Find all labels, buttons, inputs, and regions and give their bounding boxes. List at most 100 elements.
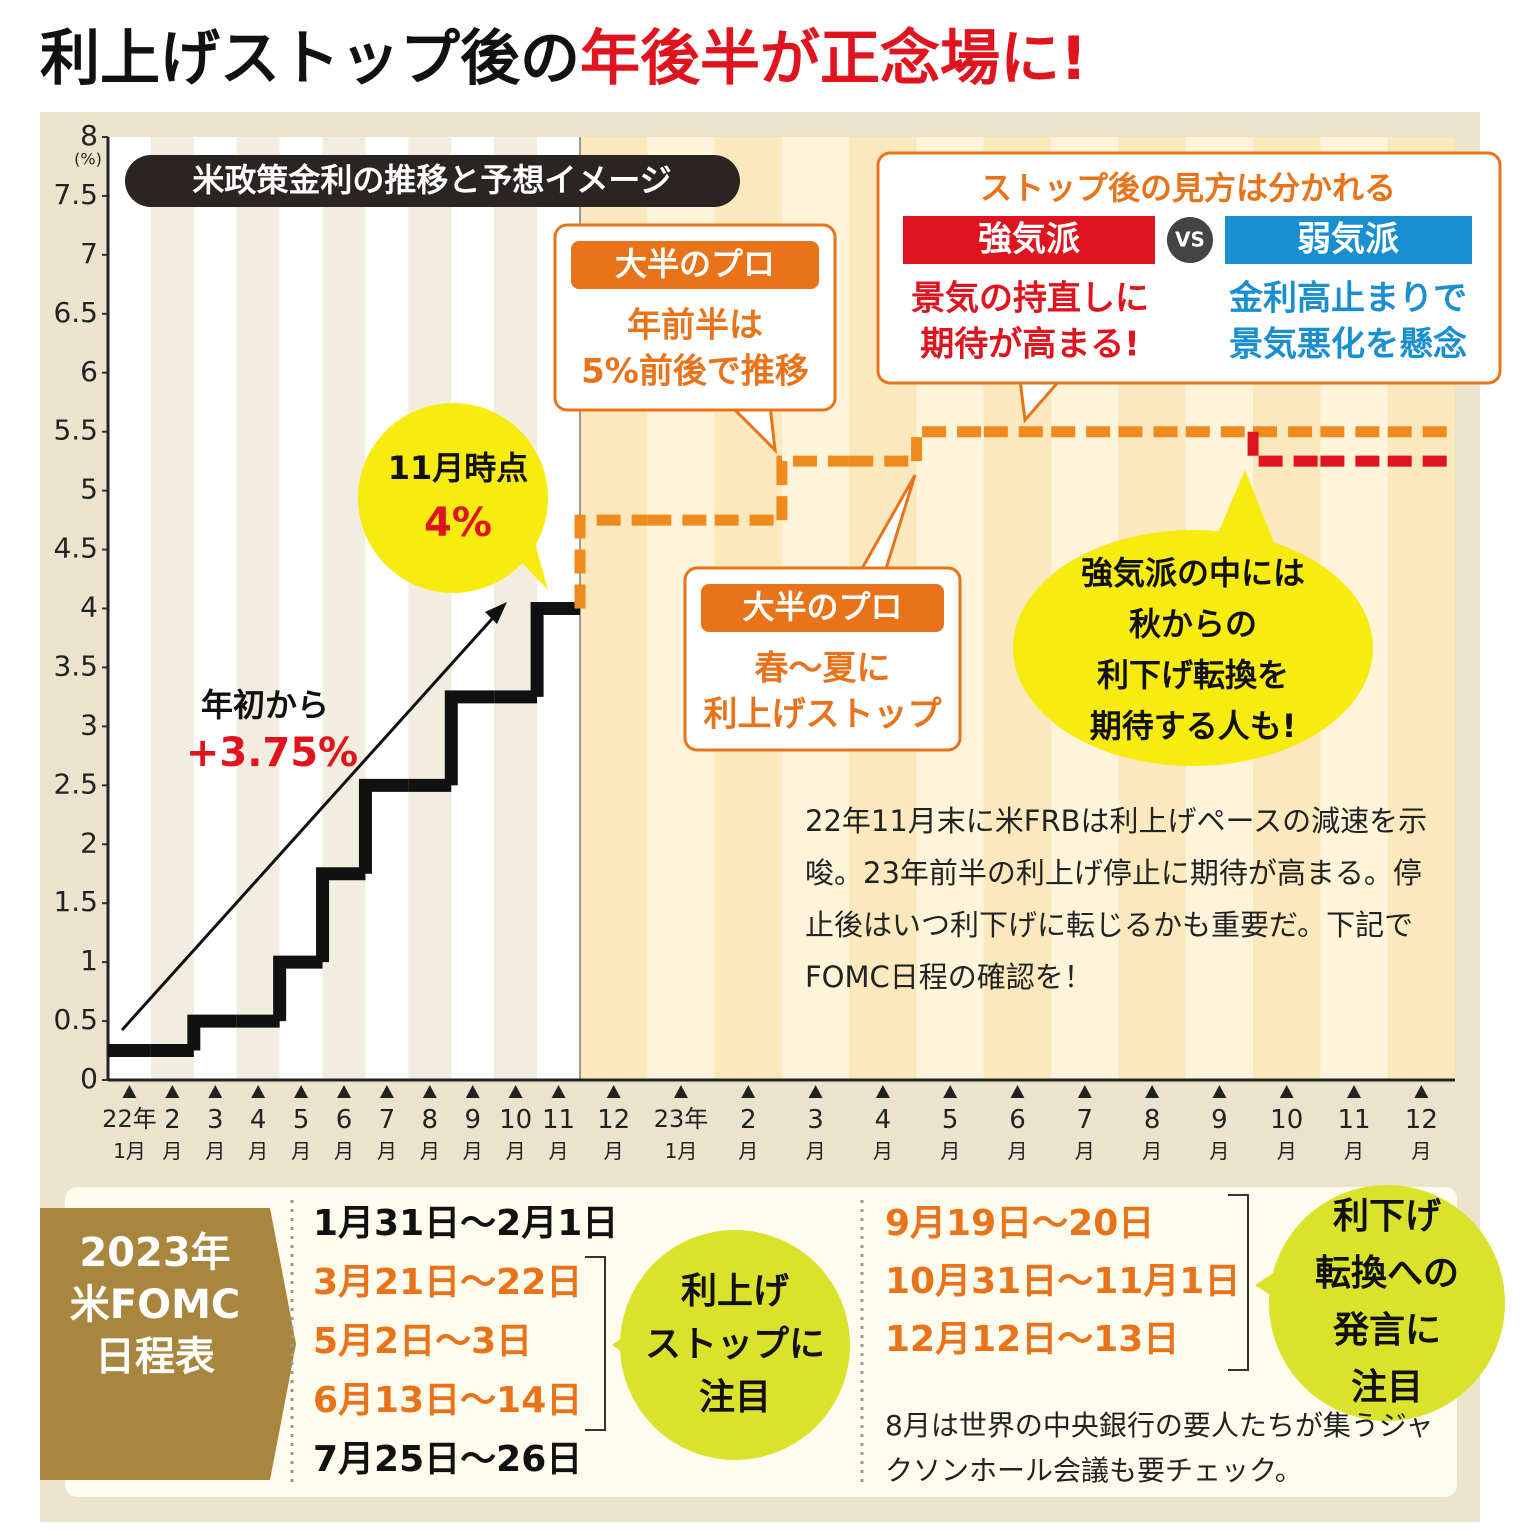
bear-line: 金利高止まりで: [1228, 279, 1467, 319]
fomc-date: 5月2日～3日: [313, 1321, 532, 1362]
column-band: [236, 137, 280, 1080]
x-tick: [1145, 1085, 1160, 1098]
pro-header-text: 大半のプロ: [742, 588, 902, 626]
bull-line: 景気の持直しに: [911, 279, 1149, 319]
title-red: 年後半が正念場に!: [580, 24, 1087, 94]
bubble-tail: [1215, 470, 1275, 545]
y-unit: (%): [74, 150, 102, 169]
bracket: [1228, 1194, 1249, 1371]
bear-label: 弱気派: [1297, 220, 1399, 260]
vs-circle: [1167, 217, 1213, 263]
fomc-date: 12月12日～13日: [885, 1319, 1179, 1360]
column-band: [279, 137, 323, 1080]
x-tick: [1279, 1085, 1294, 1098]
schedule-label: 2023年: [79, 1230, 230, 1276]
y-tick-label: 1.5: [53, 885, 98, 918]
bull-note-bubble: [1013, 530, 1373, 766]
pro-header-text: 大半のプロ: [615, 245, 775, 283]
x-tick-label: 12 月: [597, 1105, 630, 1163]
x-tick: [1212, 1085, 1227, 1098]
column-band: [150, 137, 194, 1080]
column-band: [193, 137, 237, 1080]
x-tick: [165, 1085, 180, 1098]
vs: VS: [1175, 228, 1205, 252]
bear-label-bg: [1225, 216, 1472, 264]
y-tick-label: 3: [80, 708, 98, 741]
nov-label: 11月時点: [388, 449, 529, 487]
x-tick: [208, 1085, 223, 1098]
x-tick-label: 11 月: [1337, 1105, 1370, 1163]
y-tick-label: 4: [80, 591, 98, 624]
rate-step: [574, 514, 648, 609]
views-title: ストップ後の見方は分かれる: [980, 169, 1396, 207]
rate-step: [187, 1014, 237, 1051]
bull-note-line: 利下げ転換を: [1097, 656, 1289, 694]
pro-header: [571, 241, 819, 289]
nov-bubble: [358, 403, 548, 593]
fomc-date: 9月19日～20日: [885, 1203, 1154, 1244]
y-tick-label: 5: [80, 473, 98, 506]
rate-step: [776, 455, 850, 521]
focus-text: 注目: [1351, 1367, 1423, 1408]
schedule-label-bg: [40, 1208, 296, 1480]
ytd-label: 年初から: [201, 686, 329, 724]
x-tick: [294, 1085, 309, 1098]
x-tick: [337, 1085, 351, 1098]
fomc-date: 3月21日～22日: [313, 1262, 582, 1303]
bracket: [585, 1256, 606, 1431]
trend-arrow: [120, 608, 502, 1032]
pro-line: 利上げストップ: [704, 695, 942, 735]
rate-step: [444, 690, 495, 786]
column-band: [322, 137, 366, 1080]
x-tick-label: 12 月: [1405, 1105, 1438, 1163]
bear-line: 景気悪化を懸念: [1229, 325, 1467, 365]
x-tick: [379, 1085, 394, 1098]
bull-line: 期待が高まる!: [920, 325, 1140, 365]
focus-circle: [1269, 1185, 1505, 1421]
fomc-date: 7月25日～26日: [313, 1439, 582, 1480]
subtitle: 米政策金利の推移と予想イメージ: [192, 161, 671, 199]
y-tick-label: 6.5: [53, 296, 98, 329]
y-tick-label: 3.5: [53, 649, 98, 682]
focus-circle: [620, 1230, 850, 1460]
x-tick: [551, 1085, 566, 1098]
bull-label-bg: [903, 216, 1155, 264]
nov-value: 4%: [424, 500, 492, 546]
y-tick-label: 1: [80, 944, 98, 977]
x-tick: [251, 1085, 266, 1098]
bull-label: 強気派: [978, 220, 1080, 260]
ytd-value: +3.75%: [186, 730, 358, 776]
views-box: [876, 151, 1502, 385]
x-tick: [1347, 1085, 1362, 1098]
y-tick-label: 2: [80, 826, 98, 859]
x-tick: [673, 1085, 688, 1098]
x-tick-label: 10 月: [1270, 1105, 1303, 1163]
y-tick-label: 8: [80, 119, 98, 152]
column-band: [451, 137, 495, 1080]
focus-text: 発言に: [1333, 1310, 1441, 1351]
x-tick: [943, 1085, 958, 1098]
chart-note: 22年11月末に米FRBは利上げペースの減速を示唆。23年前半の利上げ停止に期待…: [805, 804, 1428, 994]
x-tick-label: 23年 1月: [654, 1105, 709, 1163]
y-tick-label: 7: [80, 237, 98, 270]
pro-header: [701, 584, 944, 632]
focus-text: ストップに: [645, 1324, 825, 1365]
focus-text: 利下げ: [1333, 1196, 1441, 1237]
x-tick: [1010, 1085, 1025, 1098]
pro-line: 年前半は: [627, 306, 763, 346]
y-tick-label: 0: [80, 1062, 98, 1095]
rate-step: [316, 867, 366, 963]
title-black: 利上げストップ後の: [40, 24, 580, 94]
x-tick: [741, 1085, 756, 1098]
fomc-date: 1月31日～2月1日: [313, 1203, 618, 1244]
x-tick: [1414, 1085, 1429, 1098]
